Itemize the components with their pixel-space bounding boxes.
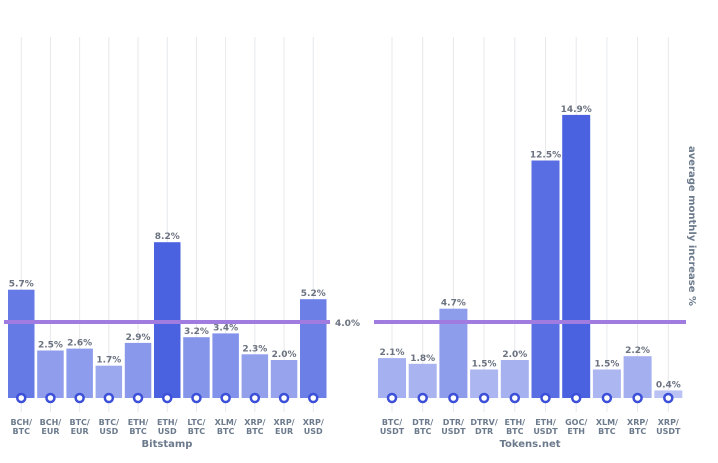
x-tick-label: BTC/USD <box>99 418 119 436</box>
y-axis-label: average monthly increase % <box>686 146 697 306</box>
data-label: 2.1% <box>380 348 405 358</box>
data-label: 14.9% <box>561 105 592 115</box>
data-label: 1.8% <box>410 354 435 364</box>
data-label: 2.0% <box>502 350 527 360</box>
data-label: 1.5% <box>594 360 619 370</box>
x-tick-label: ETH/USD <box>157 418 178 436</box>
data-label: 2.3% <box>242 344 267 354</box>
x-tick-label: ETH/BTC <box>505 418 526 436</box>
x-tick-label: BCH/BTC <box>10 418 32 436</box>
reference-line-label: 4.0% <box>335 319 360 329</box>
bar <box>378 358 406 398</box>
bar <box>241 354 269 398</box>
bar <box>212 333 239 398</box>
bar <box>408 363 437 398</box>
baseline-marker <box>601 392 613 404</box>
data-label: 4.7% <box>441 299 466 309</box>
data-label: 12.5% <box>530 151 561 161</box>
x-tick-label: BTC/USDT <box>380 418 405 436</box>
baseline-marker <box>308 392 319 404</box>
bar <box>270 360 298 398</box>
bar <box>562 114 591 399</box>
x-tick-label: GOC/ETH <box>565 418 587 436</box>
bar <box>183 337 210 398</box>
baseline-marker <box>278 392 290 404</box>
data-label: 5.7% <box>9 280 34 290</box>
data-label: 0.4% <box>656 380 681 390</box>
bar <box>531 160 560 398</box>
data-label: 2.5% <box>38 341 63 351</box>
bar <box>37 350 64 398</box>
baseline-marker <box>570 392 582 404</box>
baseline-marker <box>191 392 202 404</box>
labels: 4.0% average monthly increase % Bitstamp… <box>142 146 697 450</box>
baseline-marker <box>16 392 27 404</box>
baseline-marker <box>162 392 173 404</box>
bar <box>500 360 529 398</box>
bar <box>124 342 152 398</box>
x-tick-label: XRP/USDT <box>656 418 681 436</box>
bar <box>623 356 652 398</box>
baseline-marker <box>386 392 398 404</box>
baseline-marker <box>45 392 56 404</box>
data-label: 2.2% <box>625 346 650 356</box>
bar <box>8 289 35 398</box>
bar <box>66 348 93 398</box>
x-tick-label: XRP/BTC <box>627 418 648 436</box>
x-tick-label: XRP/BTC <box>244 418 265 436</box>
baseline-marker <box>249 392 261 404</box>
x-tick-label: ETH/USDT <box>533 418 558 436</box>
baseline-marker <box>632 392 643 404</box>
panel-title-tokens-net: Tokens.net <box>499 439 560 450</box>
baseline-marker <box>540 392 551 404</box>
x-tick-label: XLM/BTC <box>596 418 618 436</box>
data-label: 5.2% <box>301 289 326 299</box>
data-label: 1.7% <box>96 356 121 366</box>
baseline-marker <box>417 392 428 404</box>
data-label: 2.6% <box>67 339 92 349</box>
x-tick-label: ETH/BTC <box>128 418 149 436</box>
x-tick-label: BCH/EUR <box>40 418 62 436</box>
data-label: 2.0% <box>272 350 297 360</box>
x-tick-label: XRP/USD <box>303 418 324 436</box>
x-tick-label: DTR/USDT <box>441 418 466 436</box>
x-tick-label: XRP/EUR <box>273 418 294 436</box>
x-tick-label: DTR/BTC <box>412 418 433 436</box>
data-label: 3.2% <box>184 327 209 337</box>
baseline-marker <box>509 392 521 404</box>
panel-tokens-net: 2.1% BTC/USDT 1.8% DTR/BTC 4.7% DTR/USDT 1.5% D… <box>378 105 683 436</box>
bar <box>300 299 327 398</box>
x-tick-label: XLM/BTC <box>215 418 237 436</box>
baseline-marker <box>478 392 490 404</box>
x-tick-label: DTRV/DTR <box>470 418 497 436</box>
baseline-marker <box>74 392 85 404</box>
data-label: 1.5% <box>472 360 497 370</box>
baseline-marker <box>220 392 231 404</box>
x-tick-label: LTC/BTC <box>187 418 205 436</box>
baseline-marker <box>663 392 674 404</box>
x-tick-label: BTC/EUR <box>69 418 89 436</box>
panel-title-bitstamp: Bitstamp <box>142 439 193 450</box>
data-label: 3.4% <box>213 323 238 333</box>
bar <box>95 365 123 398</box>
panel-bitstamp: 5.7% BCH/BTC 2.5% BCH/EUR 2.6% BTC/EUR 1.7% BTC… <box>8 232 327 436</box>
data-label: 2.9% <box>126 333 151 343</box>
baseline-marker <box>103 392 115 404</box>
baseline-marker <box>132 392 144 404</box>
baseline-marker <box>448 392 459 404</box>
data-label: 8.2% <box>155 232 180 242</box>
